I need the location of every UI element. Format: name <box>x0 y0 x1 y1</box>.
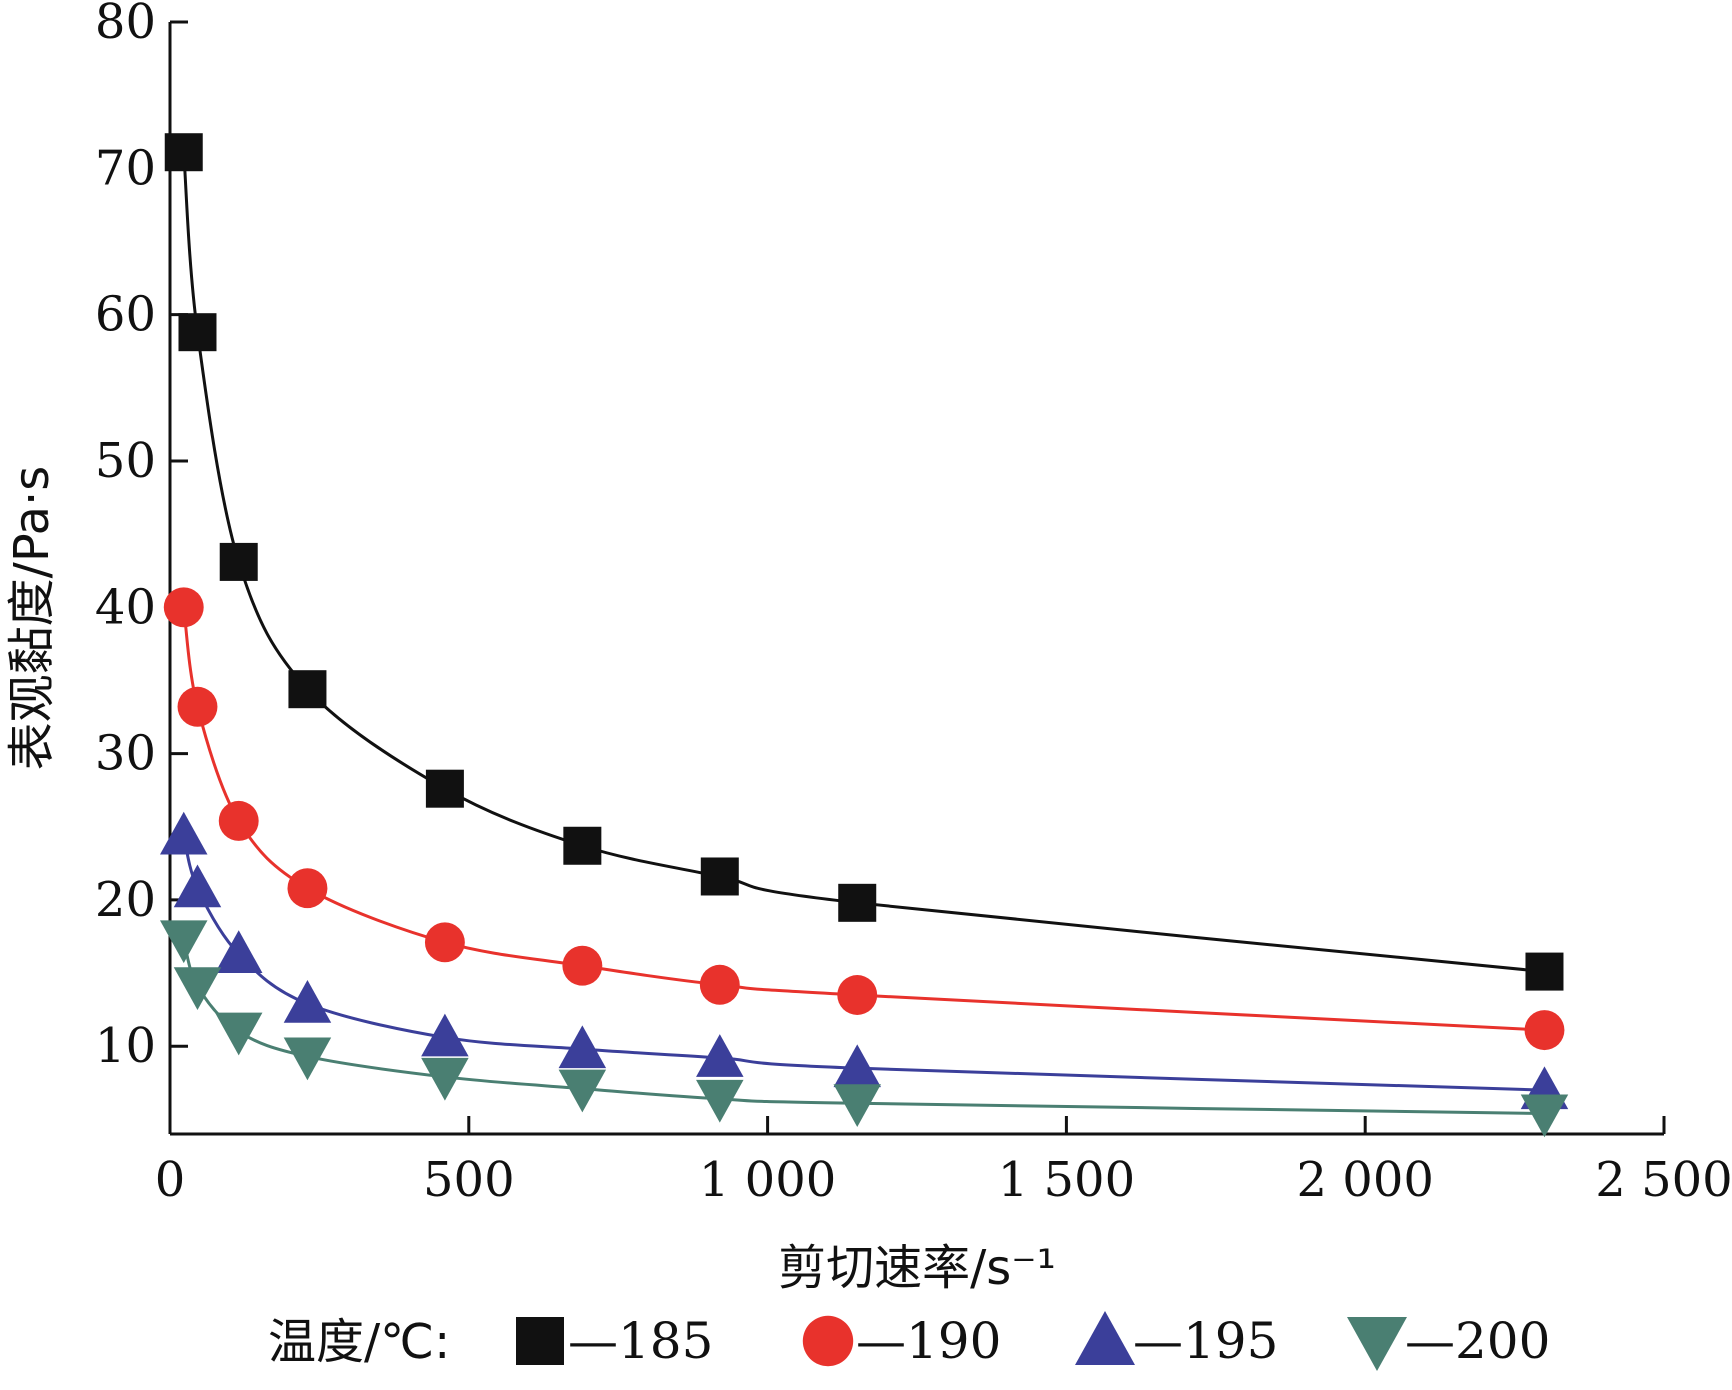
y-tick-label: 70 <box>95 140 156 196</box>
data-point <box>214 1012 263 1056</box>
legend-label: —195 <box>1133 1312 1278 1370</box>
plot-area: 0 500 1 000 1 500 2 000 2 500 10 20 30 40 50 60 70 8… <box>95 0 1732 1208</box>
data-point <box>1524 1010 1565 1051</box>
data-point <box>178 313 217 352</box>
data-point <box>288 670 327 709</box>
legend-marker <box>516 1317 564 1365</box>
y-tick-label: 30 <box>95 726 156 782</box>
data-point <box>696 1034 744 1077</box>
y-tick-label: 20 <box>95 872 156 928</box>
x-tick-label: 1 500 <box>998 1152 1135 1208</box>
data-point <box>173 864 222 908</box>
legend-item: —190 <box>802 1312 1001 1370</box>
data-point <box>218 800 259 841</box>
y-axis-ticks: 10 20 30 40 50 60 70 80 <box>95 0 188 1074</box>
legend-marker <box>1347 1317 1407 1371</box>
data-point <box>562 945 603 986</box>
data-point <box>558 1069 607 1113</box>
data-point <box>283 980 332 1023</box>
legend-item: —200 <box>1347 1312 1550 1371</box>
data-point <box>833 1084 881 1128</box>
series-triangle-up <box>159 811 1569 1110</box>
y-tick-label: 10 <box>95 1018 156 1074</box>
legend-marker <box>802 1315 854 1367</box>
y-tick-label: 60 <box>95 287 156 343</box>
x-tick-label: 1 000 <box>699 1152 836 1208</box>
data-point <box>424 922 465 963</box>
data-point <box>425 769 464 808</box>
legend: 温度/℃: —185 —190 —195 —200 <box>268 1311 1550 1371</box>
data-point <box>159 811 208 855</box>
x-tick-label: 2 500 <box>1595 1152 1732 1208</box>
data-point <box>421 1013 469 1057</box>
legend-items: —185 —190 —195 —200 <box>516 1311 1550 1371</box>
y-tick-label: 40 <box>95 579 156 635</box>
series-line <box>182 607 1545 1032</box>
x-tick-label: 0 <box>155 1152 186 1208</box>
series-circle <box>163 587 1565 1051</box>
data-point <box>838 883 877 922</box>
series-triangle-down <box>159 920 1569 1138</box>
data-point <box>1525 952 1564 991</box>
data-point <box>421 1057 469 1101</box>
data-point <box>219 542 258 581</box>
legend-title: 温度/℃: <box>268 1314 450 1370</box>
legend-marker <box>1075 1311 1135 1365</box>
y-tick-label: 80 <box>95 0 156 50</box>
data-point <box>837 975 878 1015</box>
data-point <box>214 930 263 974</box>
data-point <box>563 826 602 865</box>
data-point <box>696 1079 744 1123</box>
series-square <box>164 133 1564 991</box>
legend-item: —185 <box>516 1312 713 1370</box>
data-point <box>1520 1094 1569 1138</box>
data-point <box>159 920 208 964</box>
legend-label: —185 <box>568 1312 713 1370</box>
series-line <box>182 835 1545 1092</box>
data-point <box>283 1037 332 1081</box>
x-axis-ticks: 0 500 1 000 1 500 2 000 2 500 <box>155 1116 1732 1208</box>
data-point <box>558 1025 607 1069</box>
series-group <box>159 133 1569 1138</box>
data-point <box>287 868 328 909</box>
data-point <box>173 967 222 1010</box>
legend-item: —195 <box>1075 1311 1278 1370</box>
x-axis-title: 剪切速率/s⁻¹ <box>778 1240 1056 1296</box>
legend-label: —190 <box>856 1312 1001 1370</box>
x-tick-label: 2 000 <box>1296 1152 1433 1208</box>
data-point <box>700 857 739 896</box>
y-axis-title: 表观黏度/Pa·s <box>4 466 60 771</box>
data-point <box>177 686 218 727</box>
data-point <box>163 587 204 628</box>
data-point <box>833 1044 881 1088</box>
data-point <box>699 964 740 1005</box>
x-tick-label: 500 <box>423 1152 515 1208</box>
data-point <box>164 133 203 172</box>
y-tick-label: 50 <box>95 433 156 489</box>
legend-label: —200 <box>1405 1312 1550 1370</box>
series-line <box>182 152 1545 974</box>
